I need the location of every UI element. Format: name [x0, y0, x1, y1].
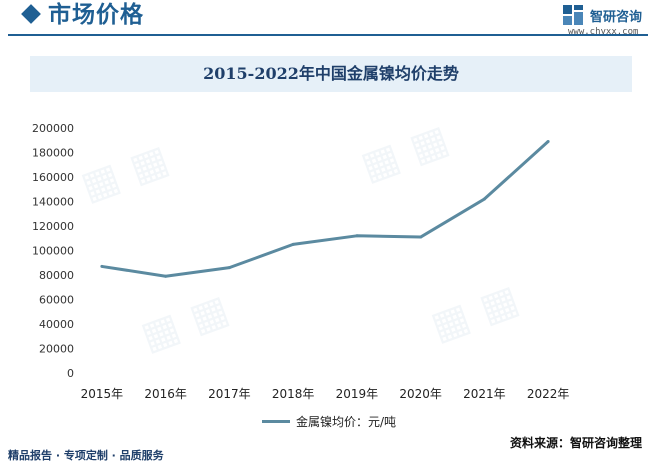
x-tick-label: 2019年: [336, 387, 379, 401]
y-tick-label: 200000: [32, 122, 74, 135]
brand-block: 智研咨询 www.chyxx.com: [562, 4, 654, 38]
source-note: 资料来源：智研咨询整理: [510, 436, 643, 450]
y-tick-label: 120000: [32, 220, 74, 233]
data-point: [227, 266, 231, 270]
section-title: 市场价格: [48, 1, 144, 28]
x-tick-label: 2015年: [81, 387, 124, 401]
brand-name: 智研咨询: [590, 10, 643, 25]
x-tick-label: 2020年: [399, 387, 442, 401]
page-header: 市场价格 智研咨询 www.chyxx.com: [0, 0, 659, 40]
y-tick-label: 80000: [39, 269, 74, 282]
legend-swatch: [262, 420, 290, 423]
x-tick-label: 2018年: [272, 387, 315, 401]
zhiyan-logo-icon: [563, 5, 583, 25]
header-divider: [8, 34, 648, 36]
y-tick-label: 40000: [39, 318, 74, 331]
data-point: [419, 235, 423, 239]
series-line: [101, 140, 550, 278]
chart-title: 2015-2022年中国金属镍均价走势: [203, 64, 459, 83]
x-tick-label: 2021年: [463, 387, 506, 401]
brand-url: www.chyxx.com: [568, 27, 639, 37]
legend-label: 金属镍均价：元/吨: [296, 415, 397, 429]
data-point: [291, 242, 295, 246]
y-tick-label: 140000: [32, 196, 74, 209]
data-point: [355, 234, 359, 238]
y-tick-label: 0: [67, 367, 74, 380]
chart-title-band: 2015-2022年中国金属镍均价走势: [30, 56, 632, 92]
y-tick-label: 160000: [32, 171, 74, 184]
data-point: [100, 264, 104, 268]
x-tick-label: 2022年: [527, 387, 570, 401]
y-tick-label: 60000: [39, 294, 74, 307]
x-tick-label: 2017年: [208, 387, 251, 401]
x-tick-label: 2016年: [144, 387, 187, 401]
footer-tagline: 精品报告 · 专项定制 · 品质服务: [8, 449, 164, 462]
data-point: [482, 197, 486, 201]
data-point: [164, 274, 168, 278]
y-tick-label: 180000: [32, 147, 74, 160]
data-point: [546, 139, 550, 143]
y-tick-label: 20000: [39, 343, 74, 356]
y-tick-label: 100000: [32, 245, 74, 258]
